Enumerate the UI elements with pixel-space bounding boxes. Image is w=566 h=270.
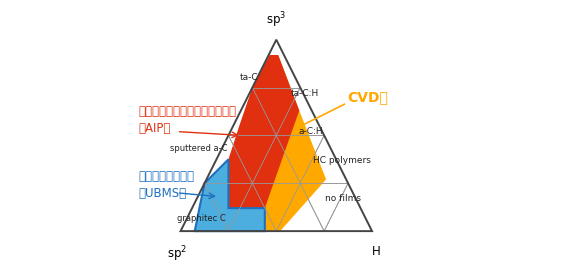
Polygon shape [194, 159, 265, 231]
Text: graphitec C: graphitec C [177, 214, 226, 223]
Text: HC polymers: HC polymers [312, 156, 371, 165]
Polygon shape [265, 55, 326, 231]
Text: ta-C: ta-C [240, 73, 259, 82]
Polygon shape [229, 55, 299, 208]
Text: H: H [371, 245, 380, 258]
Text: ta-C:H: ta-C:H [291, 89, 319, 98]
Text: アークイオンプレーティング法
（AIP）: アークイオンプレーティング法 （AIP） [139, 105, 237, 135]
Text: sp$^3$: sp$^3$ [266, 11, 286, 30]
Text: sputtered a-C: sputtered a-C [170, 144, 228, 153]
Text: sp$^2$: sp$^2$ [166, 245, 187, 264]
Text: a-C:H: a-C:H [298, 127, 323, 136]
Text: スパッタリング法
（UBMS）: スパッタリング法 （UBMS） [139, 170, 195, 200]
Text: no films: no films [325, 194, 361, 203]
Text: CVD法: CVD法 [347, 90, 388, 104]
